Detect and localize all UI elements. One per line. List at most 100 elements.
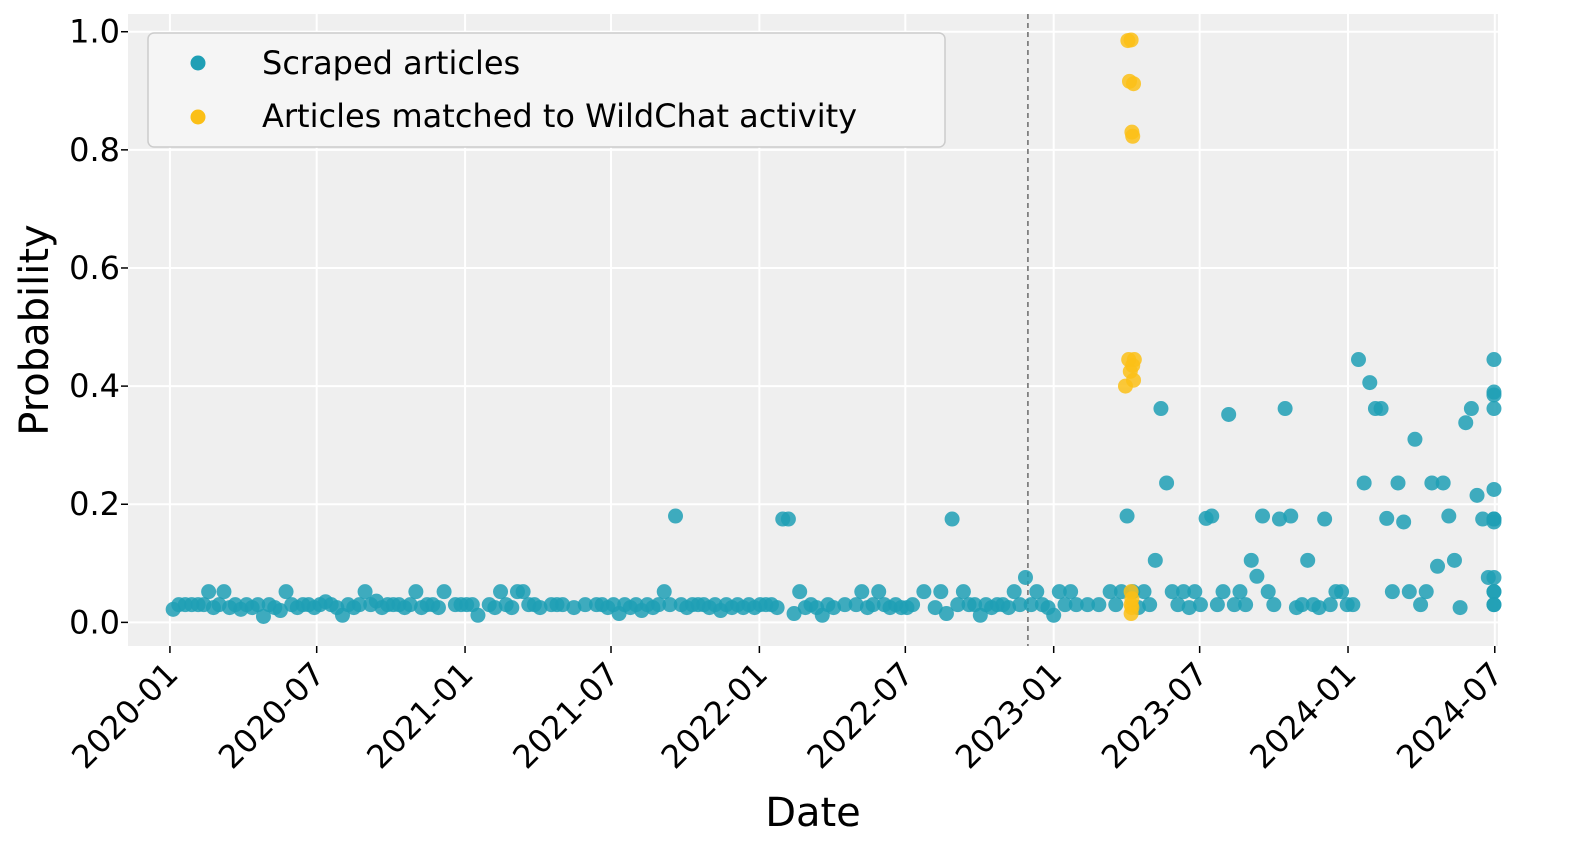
scraped-article-point: [1153, 401, 1169, 417]
scraped-article-point: [255, 608, 271, 624]
scraped-article-point: [944, 511, 960, 527]
scraped-article-point: [1271, 511, 1287, 527]
scraped-article-point: [927, 600, 943, 616]
x-tick-label: 2023-07: [1094, 655, 1215, 776]
scraped-article-point: [1486, 352, 1502, 368]
scraped-article-point: [1192, 597, 1208, 613]
x-tick-label: 2022-01: [654, 655, 775, 776]
scraped-article-point: [1300, 552, 1316, 568]
scraped-article-point: [668, 508, 684, 524]
legend-box: [147, 32, 946, 148]
scraped-article-point: [1463, 401, 1479, 417]
scraped-article-point: [786, 606, 802, 622]
scraped-article-point: [1080, 597, 1096, 613]
scraped-article-point: [1390, 475, 1406, 491]
matched-article-point: [1124, 591, 1140, 607]
scraped-article-point: [1322, 597, 1338, 613]
x-tick-label: 2020-01: [64, 655, 185, 776]
scraped-article-point: [1136, 584, 1152, 600]
scraped-article-point: [216, 584, 232, 600]
scraped-article-point: [1486, 387, 1502, 403]
scraped-article-point: [1051, 584, 1067, 600]
x-tick-label: 2020-07: [211, 655, 332, 776]
scraped-article-point: [1063, 584, 1079, 600]
scraped-article-point: [1475, 511, 1491, 527]
legend-label-scraped: Scraped articles: [262, 44, 520, 82]
scraped-article-point: [1238, 597, 1254, 613]
scraped-article-point: [865, 597, 881, 613]
matched-article-point: [1126, 352, 1142, 368]
legend-marker-scraped: [190, 55, 206, 71]
scraped-article-point: [662, 597, 678, 613]
scraped-article-point: [848, 597, 864, 613]
scraped-article-point: [1232, 584, 1248, 600]
scraped-article-point: [1176, 584, 1192, 600]
series-scraped-articles: [165, 352, 1502, 624]
scraped-article-point: [1159, 475, 1175, 491]
scraped-article-point: [651, 597, 667, 613]
scraped-article-point: [1006, 584, 1022, 600]
matched-article-point: [1125, 128, 1141, 144]
x-tick-label: 2024-01: [1242, 655, 1363, 776]
x-tick-label: 2024-07: [1389, 655, 1510, 776]
scraped-article-point: [1362, 375, 1378, 391]
scraped-article-point: [1458, 415, 1474, 431]
scraped-article-point: [1356, 475, 1372, 491]
scraped-article-point: [1119, 508, 1135, 524]
scraped-article-point: [430, 600, 446, 616]
scraped-article-point: [1170, 597, 1186, 613]
scraped-article-point: [1068, 597, 1084, 613]
x-tick-label: 2023-01: [948, 655, 1069, 776]
scraped-article-point: [515, 584, 531, 600]
scraped-article-point: [1396, 514, 1412, 530]
scraped-article-point: [1142, 597, 1158, 613]
scraped-article-point: [1418, 584, 1434, 600]
legend-marker-matched: [190, 109, 206, 125]
y-tick-label: 1.0: [69, 13, 120, 51]
matched-article-point: [1126, 76, 1142, 92]
scraped-article-point: [1486, 401, 1502, 417]
scraped-article-point: [504, 600, 520, 616]
matched-article-point: [1117, 378, 1133, 394]
scraped-article-point: [1266, 597, 1282, 613]
scraped-article-point: [250, 597, 266, 613]
series-matched-articles: [1117, 32, 1142, 622]
scraped-article-point: [566, 600, 582, 616]
scraped-article-point: [1430, 558, 1446, 574]
scraped-article-point: [1486, 511, 1502, 527]
scraped-article-point: [1446, 552, 1462, 568]
x-axis-label: Date: [765, 790, 861, 836]
y-axis-label: Probability: [12, 224, 58, 435]
scraped-article-point: [1249, 568, 1265, 584]
scraped-article-point: [1221, 406, 1237, 422]
scraped-article-point: [938, 606, 954, 622]
scraped-article-point: [1351, 352, 1367, 368]
scraped-article-point: [436, 584, 452, 600]
scraped-article-point: [1283, 508, 1299, 524]
y-tick-label: 0.6: [69, 249, 120, 287]
scraped-article-point: [1373, 401, 1389, 417]
x-tick-label: 2022-07: [800, 655, 921, 776]
scraped-article-point: [272, 603, 288, 619]
scraped-article-point: [955, 584, 971, 600]
scraped-article-point: [1345, 597, 1361, 613]
scraped-article-point: [1486, 584, 1502, 600]
scraped-article-point: [1209, 597, 1225, 613]
scraped-article-point: [1469, 487, 1485, 503]
scraped-article-point: [1181, 600, 1197, 616]
scraped-article-point: [1029, 584, 1045, 600]
legend-label-matched: Articles matched to WildChat activity: [262, 97, 857, 135]
scraped-article-point: [1164, 584, 1180, 600]
scraped-article-point: [278, 584, 294, 600]
scraped-article-point: [1057, 597, 1073, 613]
scraped-article-point: [1215, 584, 1231, 600]
scraped-article-point: [1379, 510, 1395, 526]
scraped-article-point: [780, 511, 796, 527]
scraped-article-point: [1413, 597, 1429, 613]
scraped-article-point: [1334, 584, 1350, 600]
scraped-article-point: [532, 600, 548, 616]
scraped-article-point: [402, 597, 418, 613]
scraped-article-point: [826, 600, 842, 616]
scraped-article-point: [1294, 597, 1310, 613]
